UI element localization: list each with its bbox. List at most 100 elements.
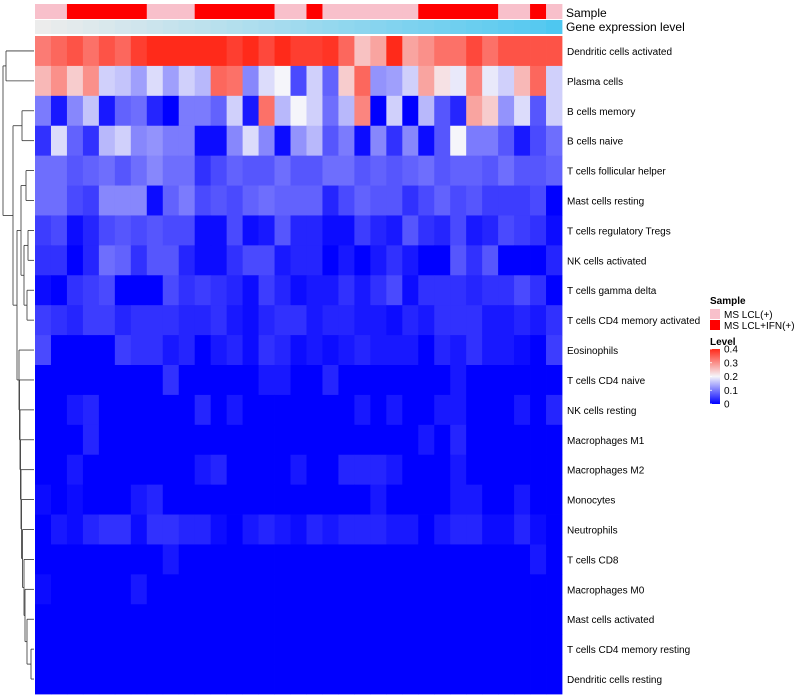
heatmap-cell	[162, 215, 180, 246]
sample-annotation-cell	[146, 4, 164, 19]
heatmap-cell	[498, 155, 515, 186]
heatmap-cell	[498, 335, 515, 366]
heatmap-cell	[370, 245, 387, 276]
heatmap-cell	[466, 65, 483, 97]
heatmap-cell	[306, 65, 323, 97]
heatmap-cell	[290, 155, 307, 186]
heatmap-cell	[546, 215, 563, 246]
heatmap-cell	[322, 634, 339, 665]
heatmap-cell	[210, 365, 228, 396]
heatmap-cell	[258, 185, 275, 216]
heatmap-cell	[35, 394, 52, 426]
heatmap-cell	[402, 365, 419, 396]
heatmap-cell	[370, 574, 387, 605]
heatmap-cell	[50, 36, 68, 67]
heatmap-cell	[402, 544, 419, 575]
heatmap-cell	[162, 125, 180, 157]
heatmap-cell	[114, 484, 132, 515]
heatmap-cell	[98, 454, 116, 486]
heatmap-cell	[498, 215, 515, 246]
heatmap-cell	[450, 245, 467, 276]
heatmap-cell	[162, 185, 180, 216]
heatmap-cell	[450, 424, 467, 456]
heatmap-cell	[178, 454, 196, 486]
heatmap-cell	[274, 155, 291, 186]
heatmap-cell	[130, 604, 148, 635]
heatmap-cell	[130, 424, 148, 456]
heatmap-cell	[194, 424, 212, 456]
heatmap-cell	[226, 664, 244, 695]
heatmap-cell	[386, 574, 403, 605]
heatmap-cell	[242, 454, 259, 486]
heatmap-cell	[338, 484, 355, 515]
sample-annotation-cell	[338, 4, 355, 19]
heatmap-cell	[242, 604, 259, 635]
heatmap-cell	[354, 65, 371, 97]
heatmap-cell	[482, 125, 499, 157]
heatmap-cell	[82, 275, 100, 306]
heatmap-cell	[386, 394, 403, 426]
heatmap-cell	[162, 424, 180, 456]
heatmap-cell	[306, 574, 323, 605]
heatmap-cell	[114, 574, 132, 605]
heatmap-cell	[338, 215, 355, 246]
heatmap-cell	[450, 544, 467, 575]
heatmap-cell	[66, 664, 84, 695]
heatmap-cell	[338, 514, 355, 545]
heatmap-cell	[450, 65, 467, 97]
heatmap-cell	[146, 365, 164, 396]
sample-annotation-cell	[98, 4, 116, 19]
sample-annotation-cell	[50, 4, 68, 19]
heatmap-cell	[130, 335, 148, 366]
heatmap-cell	[418, 95, 435, 127]
heatmap-cell	[498, 275, 515, 306]
heatmap-cell	[466, 604, 483, 635]
heatmap-cell	[242, 424, 259, 456]
heatmap-cell	[82, 335, 100, 366]
expression-annotation-cell	[210, 20, 228, 34]
heatmap-cell	[530, 245, 547, 276]
sample-annotation-cell	[482, 4, 499, 19]
heatmap-cell	[114, 544, 132, 575]
heatmap-cell	[370, 335, 387, 366]
heatmap-cell	[66, 484, 84, 515]
heatmap-cell	[514, 484, 531, 515]
heatmap-cell	[498, 544, 515, 575]
heatmap-cell	[338, 454, 355, 486]
heatmap-cell	[418, 365, 435, 396]
heatmap-cell	[322, 36, 339, 67]
heatmap-cell	[418, 484, 435, 515]
heatmap-cell	[130, 65, 148, 97]
heatmap-cell	[466, 95, 483, 127]
heatmap-cell	[50, 185, 68, 216]
heatmap-cell	[434, 394, 451, 426]
heatmap-cell	[242, 65, 259, 97]
expression-annotation-cell	[434, 20, 451, 34]
heatmap-cell	[210, 484, 228, 515]
heatmap-cell	[546, 65, 563, 97]
row-label: T cells follicular helper	[567, 167, 666, 178]
heatmap-cell	[450, 664, 467, 695]
sample-annotation-label: Sample	[566, 6, 607, 20]
heatmap-cell	[162, 544, 180, 575]
heatmap-cell	[402, 305, 419, 336]
heatmap-cell	[130, 484, 148, 515]
heatmap-cell	[50, 634, 68, 665]
heatmap-cell	[338, 634, 355, 665]
heatmap-cell	[242, 275, 259, 306]
heatmap-cell	[418, 335, 435, 366]
heatmap-cell	[434, 185, 451, 216]
heatmap-cell	[466, 664, 483, 695]
heatmap-cell	[498, 365, 515, 396]
heatmap-cell	[66, 95, 84, 127]
heatmap-cell	[178, 155, 196, 186]
heatmap-cell	[178, 215, 196, 246]
heatmap-cell	[546, 125, 563, 157]
heatmap-cell	[146, 574, 164, 605]
heatmap-cell	[530, 155, 547, 186]
heatmap-cell	[434, 305, 451, 336]
row-label: Macrophages M1	[567, 436, 645, 447]
sample-annotation-cell	[450, 4, 467, 19]
expression-annotation-cell	[242, 20, 259, 34]
heatmap-cell	[450, 394, 467, 426]
